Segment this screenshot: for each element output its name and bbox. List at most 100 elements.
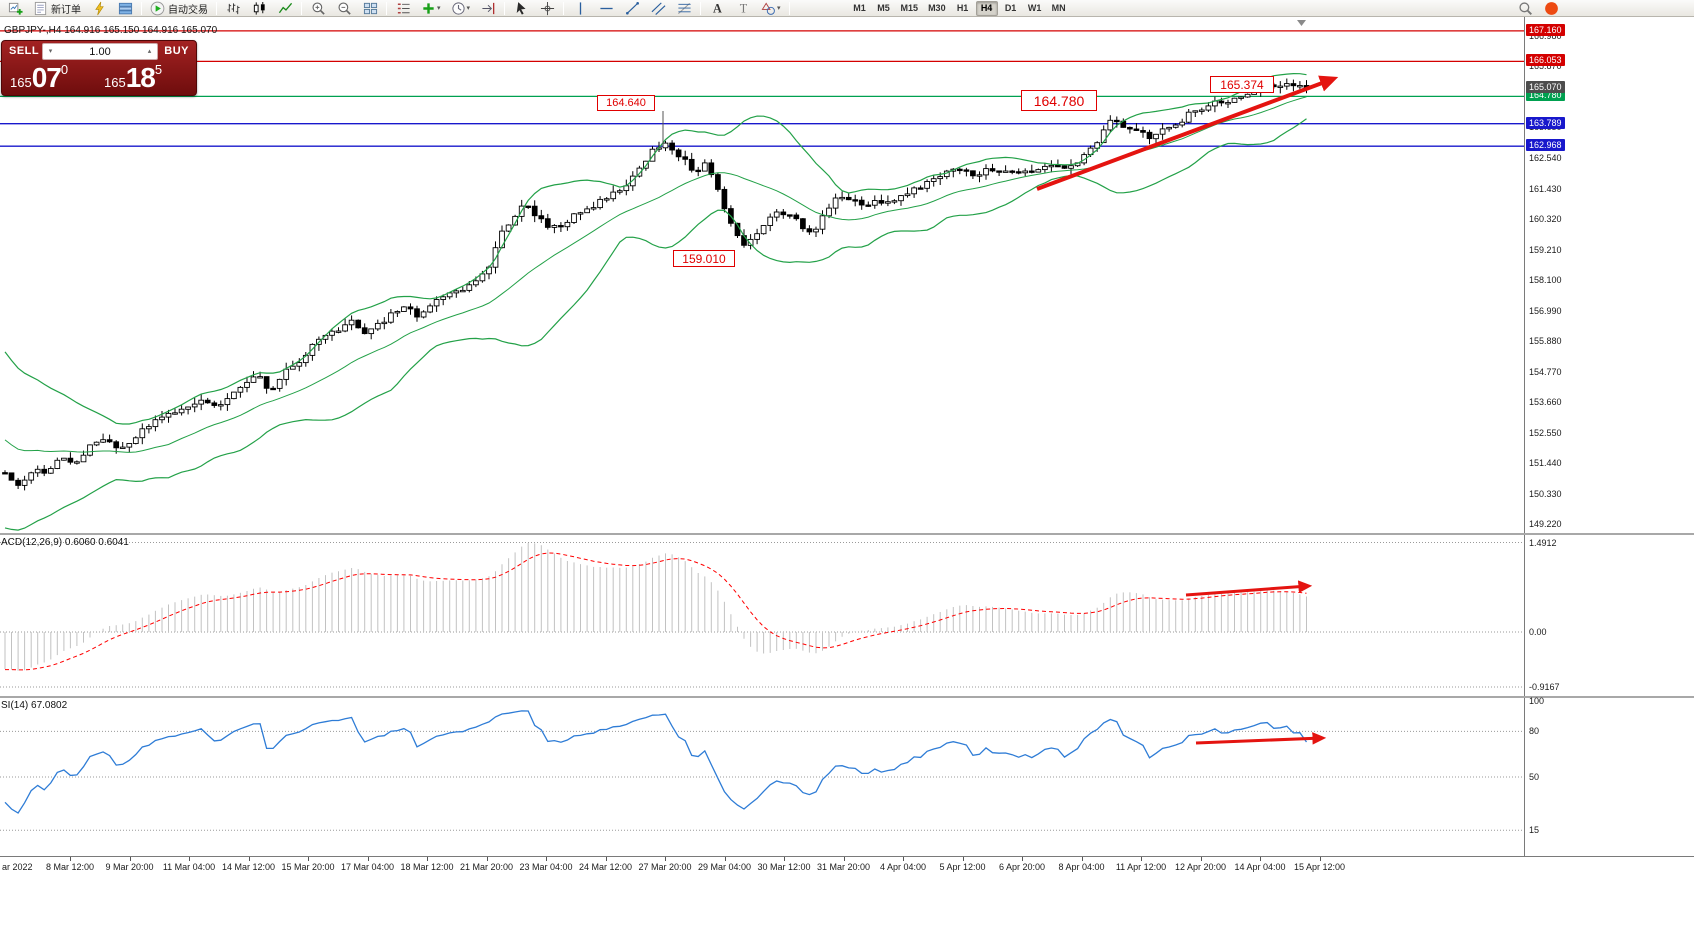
- list-icon: [396, 1, 411, 16]
- bar-chart-button[interactable]: [221, 1, 245, 16]
- notification-badge[interactable]: [1539, 1, 1563, 16]
- zoom-in-button[interactable]: [306, 1, 330, 16]
- autotrading-button[interactable]: 自动交易: [146, 1, 212, 16]
- clock-icon: [451, 1, 466, 16]
- periods-button[interactable]: ▾: [447, 1, 475, 16]
- time-axis-label: 6 Apr 20:00: [998, 862, 1046, 872]
- toolbar-right-buttons: [1512, 0, 1564, 17]
- trend-arrow[interactable]: [1036, 75, 1339, 191]
- timeframe-mn-button[interactable]: MN: [1051, 3, 1066, 13]
- bid-price[interactable]: 165070: [10, 63, 68, 92]
- candlestick-series: [2, 78, 1310, 491]
- time-axis-label: 11 Apr 12:00: [1115, 862, 1167, 872]
- one-click-trading-widget: SELL ▾ ▴ BUY 165070 165185: [1, 40, 197, 96]
- arrows-button[interactable]: ▾: [757, 1, 785, 16]
- sell-button[interactable]: SELL: [9, 45, 40, 57]
- new-order-button[interactable]: 新订单: [29, 1, 85, 16]
- time-axis-label: 12 Apr 20:00: [1174, 862, 1227, 872]
- gbpjpy-chart-window: GBPJPY-,H4 164.916 165.150 164.916 165.0…: [0, 17, 1694, 938]
- rsi-level-label: 50: [1529, 772, 1540, 782]
- buy-button[interactable]: BUY: [164, 45, 189, 57]
- timeframe-h4-button[interactable]: H4: [975, 0, 998, 16]
- timeframe-h1-button[interactable]: H1: [956, 3, 969, 13]
- panel-separator[interactable]: [0, 533, 1694, 535]
- bid-point: 0: [60, 62, 69, 77]
- timeframe-w1-button[interactable]: W1: [1027, 3, 1042, 13]
- vertical-line-button[interactable]: [568, 1, 592, 16]
- rsi-indicator-canvas[interactable]: [0, 698, 1524, 856]
- order-icon: [33, 1, 48, 16]
- fibonacci-button[interactable]: [672, 1, 696, 16]
- linechart-icon: [278, 1, 293, 16]
- time-axis-tick: [367, 857, 369, 861]
- rsi-trend-arrow[interactable]: [1195, 732, 1327, 745]
- timeframe-m1-button[interactable]: M1: [853, 3, 866, 13]
- time-axis-tick: [903, 857, 904, 861]
- macd-indicator-canvas[interactable]: [0, 535, 1524, 696]
- svg-text:A: A: [713, 1, 722, 15]
- shift-icon: [481, 1, 496, 16]
- time-axis-label: 29 Mar 04:00: [697, 862, 752, 872]
- indicator-list-button[interactable]: [391, 1, 415, 16]
- time-axis-tick: [724, 857, 726, 861]
- time-axis-tick: [546, 857, 547, 861]
- timeframe-m30-button[interactable]: M30: [928, 3, 946, 13]
- zoom-out-icon: [337, 1, 352, 16]
- lot-decrease-button[interactable]: ▾: [48, 48, 53, 55]
- cursor-icon: [514, 1, 529, 16]
- autotrading-button-label: 自动交易: [168, 4, 208, 16]
- bollinger-bands: [4, 72, 1307, 531]
- chart-shift-button[interactable]: [476, 1, 500, 16]
- time-axis-label: 31 Mar 20:00: [816, 862, 871, 872]
- price-annotation[interactable]: 165.374: [1210, 76, 1274, 93]
- time-axis-tick: [962, 857, 964, 861]
- macd-label: ACD(12,26,9) 0.6060 0.6041: [1, 537, 129, 548]
- timeframe-m5-button[interactable]: M5: [877, 3, 890, 13]
- macd-signal-line: [5, 552, 1307, 671]
- level-price-tag: 162.968: [1526, 139, 1565, 152]
- price-axis-border: [1524, 17, 1525, 938]
- text-button[interactable]: A: [705, 1, 729, 16]
- ask-price[interactable]: 165185: [104, 63, 162, 92]
- lot-increase-button[interactable]: ▴: [147, 48, 152, 55]
- plus-icon: [421, 1, 436, 16]
- toolbar-separator: [216, 1, 217, 15]
- lot-size-input[interactable]: [66, 45, 134, 58]
- new-chart-button[interactable]: [3, 1, 27, 16]
- trendline-button[interactable]: [620, 1, 644, 16]
- price-axis-label: 151.440: [1529, 458, 1562, 469]
- crosshair-button[interactable]: [535, 1, 559, 16]
- time-axis-tick: [189, 857, 190, 861]
- zoom-in-icon: [311, 1, 326, 16]
- time-axis-label: 30 Mar 12:00: [757, 862, 811, 872]
- timeframe-m15-button[interactable]: M15: [900, 3, 919, 13]
- price-annotation[interactable]: 164.640: [597, 95, 655, 111]
- search-button[interactable]: [1513, 1, 1537, 16]
- panel-separator[interactable]: [0, 696, 1694, 698]
- horizontal-line-button[interactable]: [594, 1, 618, 16]
- badge-icon: [1544, 1, 1559, 16]
- rsi-level-label: 15: [1529, 825, 1540, 836]
- macd-trend-arrow[interactable]: [1185, 580, 1313, 597]
- add-indicator-button[interactable]: ▾: [417, 1, 445, 16]
- hline-icon: [599, 1, 614, 16]
- market-watch-button[interactable]: [113, 1, 137, 16]
- tile-windows-button[interactable]: [358, 1, 382, 16]
- price-annotation[interactable]: 164.780: [1021, 90, 1097, 111]
- line-chart-button[interactable]: [273, 1, 297, 16]
- toolbar: 新订单 自动交易 ▾ ▾ A T ▾ M1 M5 M15 M30 H1 H4 D1 W1 MN: [0, 0, 1694, 17]
- text-label-button[interactable]: T: [731, 1, 755, 16]
- cursor-button[interactable]: [509, 1, 533, 16]
- timeframe-d1-button[interactable]: D1: [1004, 3, 1017, 13]
- equidistant-channel-button[interactable]: [646, 1, 670, 16]
- price-axis-label: 165.870: [1529, 61, 1562, 72]
- candlestick-chart-button[interactable]: [247, 1, 271, 16]
- scripts-button[interactable]: [87, 1, 111, 16]
- time-axis-label: 8 Apr 04:00: [1058, 862, 1105, 872]
- rsi-level-label: 100: [1529, 696, 1545, 706]
- price-annotation[interactable]: 159.010: [673, 250, 735, 267]
- price-chart-canvas[interactable]: [0, 17, 1524, 533]
- zoom-out-button[interactable]: [332, 1, 356, 16]
- time-axis[interactable]: ar 2022 8 Mar 12:00 9 Mar 20:00 11 Mar 04:0…: [0, 856, 1694, 938]
- toolbar-separator: [386, 1, 387, 15]
